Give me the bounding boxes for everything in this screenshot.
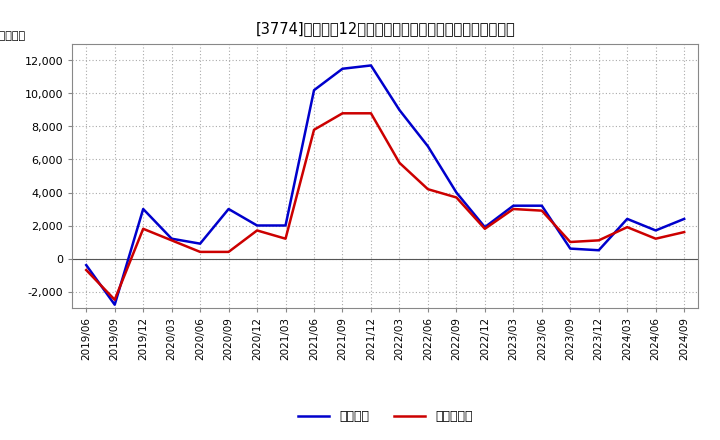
- 経常利益: [566, 246, 575, 251]
- 当期純利益: [452, 195, 461, 200]
- 当期純利益: [253, 228, 261, 233]
- 経常利益: [537, 203, 546, 209]
- Title: [3774]　利益だ12か月移動合計の対前年同期増減額の推移: [3774] 利益だ12か月移動合計の対前年同期増減額の推移: [256, 21, 515, 36]
- 経常利益: [282, 223, 290, 228]
- 当期純利益: [139, 226, 148, 231]
- 当期純利益: [282, 236, 290, 241]
- 当期純利益: [395, 160, 404, 165]
- 経常利益: [82, 262, 91, 268]
- 当期純利益: [167, 238, 176, 243]
- 経常利益: [110, 302, 119, 308]
- 経常利益: [310, 88, 318, 93]
- 経常利益: [480, 224, 489, 230]
- 経常利益: [253, 223, 261, 228]
- 当期純利益: [423, 187, 432, 192]
- 経常利益: [196, 241, 204, 246]
- 経常利益: [509, 203, 518, 209]
- 当期純利益: [82, 268, 91, 273]
- 経常利益: [623, 216, 631, 221]
- 経常利益: [139, 206, 148, 212]
- 経常利益: [595, 248, 603, 253]
- 当期純利益: [566, 239, 575, 245]
- Line: 経常利益: 経常利益: [86, 66, 684, 305]
- 当期純利益: [366, 110, 375, 116]
- 経常利益: [652, 228, 660, 233]
- 経常利益: [395, 107, 404, 113]
- 当期純利益: [480, 226, 489, 231]
- 経常利益: [338, 66, 347, 71]
- Line: 当期純利益: 当期純利益: [86, 113, 684, 300]
- 当期純利益: [509, 206, 518, 212]
- 当期純利益: [196, 249, 204, 254]
- 当期純利益: [310, 127, 318, 132]
- 当期純利益: [537, 208, 546, 213]
- 経常利益: [366, 63, 375, 68]
- 当期純利益: [623, 224, 631, 230]
- 当期純利益: [595, 238, 603, 243]
- Legend: 経常利益, 当期純利益: 経常利益, 当期純利益: [293, 406, 477, 429]
- 経常利益: [423, 143, 432, 149]
- 当期純利益: [652, 236, 660, 241]
- 当期純利益: [110, 297, 119, 302]
- 当期純利益: [680, 230, 688, 235]
- 当期純利益: [225, 249, 233, 254]
- 経常利益: [452, 190, 461, 195]
- 経常利益: [225, 206, 233, 212]
- Y-axis label: （百万円）: （百万円）: [0, 31, 26, 41]
- 当期純利益: [338, 110, 347, 116]
- 経常利益: [680, 216, 688, 221]
- 経常利益: [167, 236, 176, 241]
